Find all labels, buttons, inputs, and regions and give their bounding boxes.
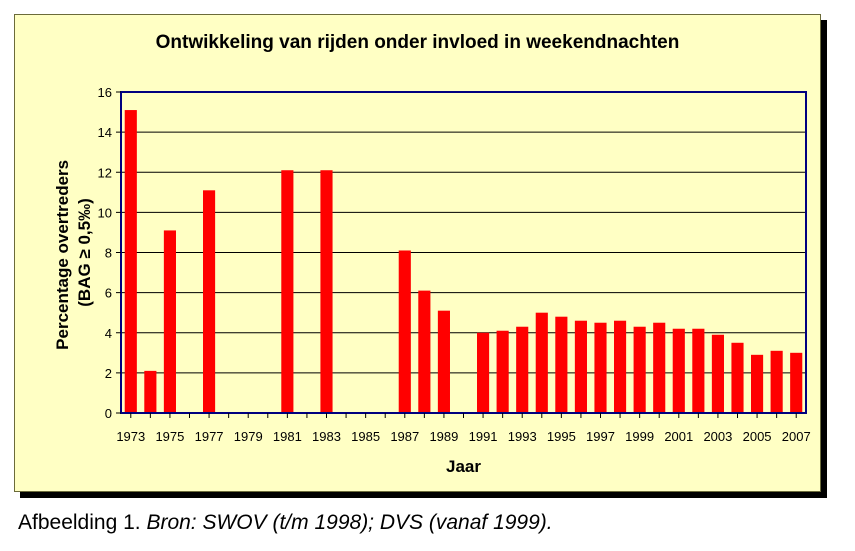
y-axis-ticks: 0 2 4 6 8 10 12 14 16 (98, 85, 121, 421)
bar-2002 (692, 328, 705, 413)
y-axis-label-line-2: (BAG ≥ 0,5‰) (75, 198, 94, 307)
y-tick-label: 10 (98, 205, 112, 220)
x-tick-label: 1999 (625, 429, 654, 444)
caption-label: Afbeelding 1. (18, 511, 141, 534)
chart-title: Ontwikkeling van rijden onder invloed in… (155, 32, 680, 53)
bar-1998 (614, 320, 627, 413)
y-axis-label-line-1: Percentage overtreders (53, 160, 72, 350)
bar-1993 (516, 326, 529, 413)
bar-2001 (672, 328, 685, 413)
x-axis-ticks: 1973 1975 1977 1979 1981 1983 1985 1987 1989 1991… (116, 413, 811, 444)
x-tick-label: 2003 (703, 429, 732, 444)
bar-1975 (163, 230, 176, 413)
bar-1992 (496, 330, 509, 413)
x-tick-label: 1993 (508, 429, 537, 444)
x-tick-label: 2007 (782, 429, 811, 444)
x-axis-label: Jaar (446, 457, 481, 476)
bar-1997 (594, 322, 607, 413)
figure-caption: Afbeelding 1. Bron: SWOV (t/m 1998); DVS… (18, 511, 553, 535)
bar-1981 (281, 170, 294, 413)
x-tick-label: 1979 (234, 429, 263, 444)
y-tick-label: 2 (105, 366, 112, 381)
bar-1973 (124, 110, 137, 413)
bar-2006 (770, 350, 783, 413)
y-axis-label: Percentage overtreders (BAG ≥ 0,5‰) (53, 155, 94, 350)
y-tick-label: 12 (98, 165, 112, 180)
bar-1987 (398, 250, 411, 413)
bar-2007 (790, 352, 803, 413)
x-tick-label: 1985 (351, 429, 380, 444)
y-tick-label: 8 (105, 246, 112, 261)
bar-1996 (574, 320, 587, 413)
y-tick-label: 16 (98, 85, 112, 100)
bar-1999 (633, 326, 646, 413)
x-tick-label: 1981 (273, 429, 302, 444)
bar-1995 (555, 316, 568, 413)
bar-1974 (144, 370, 157, 413)
x-tick-label: 1989 (429, 429, 458, 444)
y-tick-label: 6 (105, 286, 112, 301)
bar-2000 (653, 322, 666, 413)
gridlines (121, 131, 806, 374)
x-tick-label: 1997 (586, 429, 615, 444)
x-tick-label: 1991 (469, 429, 498, 444)
bars (124, 110, 803, 413)
bar-2004 (731, 342, 744, 413)
y-tick-label: 14 (98, 125, 112, 140)
bar-1994 (535, 312, 548, 413)
bar-1983 (320, 170, 333, 413)
bar-1977 (203, 190, 216, 413)
bar-1991 (477, 332, 490, 413)
x-tick-label: 2001 (664, 429, 693, 444)
x-tick-label: 1973 (116, 429, 145, 444)
y-tick-label: 0 (105, 406, 112, 421)
caption-source: Bron: SWOV (t/m 1998); DVS (vanaf 1999). (146, 511, 553, 534)
bar-2003 (711, 334, 724, 413)
bar-2005 (751, 354, 764, 413)
x-tick-label: 1977 (195, 429, 224, 444)
x-tick-label: 1975 (155, 429, 184, 444)
x-tick-label: 1995 (547, 429, 576, 444)
bar-1989 (437, 310, 450, 413)
x-tick-label: 2005 (743, 429, 772, 444)
x-tick-label: 1983 (312, 429, 341, 444)
x-tick-label: 1987 (390, 429, 419, 444)
y-tick-label: 4 (105, 326, 112, 341)
bar-1988 (418, 290, 431, 413)
